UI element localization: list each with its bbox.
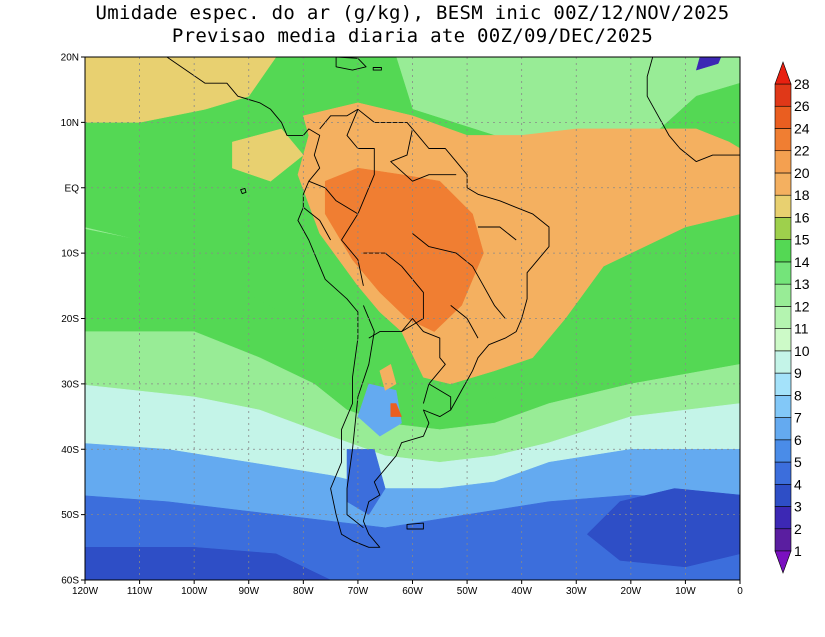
x-tick-label: 70W [348,586,369,597]
colorbar-label: 9 [794,365,802,381]
colorbar-label: 6 [794,432,802,448]
colorbar-swatch [774,194,792,218]
chart-title-line1: Umidade espec. do ar (g/kg), BESM inic 0… [95,2,730,24]
colorbar-label: 15 [794,232,810,248]
country-border-0 [341,109,375,286]
colorbar-label: 24 [794,120,810,136]
hispaniola-outline [335,57,367,71]
y-tick-label: 30S [61,379,79,390]
country-border-4 [363,252,424,339]
y-tick-label: 60S [61,576,79,587]
colorbar-label: 12 [794,298,810,314]
colorbar-swatch [774,83,792,107]
x-tick-label: 90W [238,586,259,597]
chart-title-line2: Previsao media diaria ate 00Z/09/DEC/202… [171,25,654,47]
colorbar-swatch [774,172,792,196]
humidity-field [85,57,740,580]
country-border-8 [346,331,375,529]
colorbar-swatch [774,306,792,329]
x-tick-label: 60W [402,586,423,597]
y-tick-label: 10N [61,118,79,129]
x-tick-label: 120W [72,586,99,597]
colorbar-swatch [774,506,792,530]
country-border-11 [478,226,517,241]
x-tick-label: 40W [511,586,532,597]
colorbar-label: 28 [794,76,810,92]
colorbar-label: 3 [794,499,802,515]
y-tick-label: EQ [65,183,80,194]
colorbar-swatch [774,217,792,240]
colorbar-label: 11 [794,321,809,337]
x-tick-label: 110W [127,586,153,597]
country-border-6 [401,318,446,404]
country-border-1 [390,128,457,182]
colorbar-swatch [774,483,792,507]
puerto-rico-outline [372,67,382,71]
colorbar-swatch [774,239,792,263]
falklands-outline [406,522,424,530]
field-region-12 [357,383,402,437]
coastlines-and-borders [166,57,740,548]
colorbar-swatch [774,328,792,352]
colorbar-swatch [774,105,792,129]
lat-lon-grid [85,57,740,580]
country-border-2 [308,180,359,215]
colorbar-label: 13 [794,276,810,292]
colorbar-swatch [774,439,792,463]
y-tick-label: 50S [61,510,79,521]
colorbar-arrow-low [774,550,792,574]
colorbar-label: 18 [794,187,810,203]
colorbar-label: 10 [794,343,810,359]
colorbar-swatch [774,128,792,152]
country-border-7 [428,383,452,410]
country-border-10 [450,305,479,339]
south-america-coastline [166,57,550,548]
colorbar-label: 22 [794,143,810,159]
y-tick-label: 20S [61,314,79,325]
colorbar-label: 7 [794,410,802,426]
colorbar-swatch [774,283,792,307]
colorbar-swatch [774,261,792,285]
colorbar-label: 16 [794,209,810,225]
galapagos-outline [240,187,247,195]
x-tick-label: 50W [457,586,478,597]
field-region-4 [324,167,484,332]
country-border-3 [303,207,331,241]
colorbar-swatch [774,461,792,485]
colorbar-label: 2 [794,521,802,537]
colorbar-label: 5 [794,454,802,470]
colorbar-swatch [774,372,792,396]
y-tick-label: 10S [61,249,79,260]
field-region-14 [390,403,402,417]
y-tick-label: 40S [61,445,79,456]
colorbar-label: 4 [794,476,802,492]
colorbar-label: 8 [794,387,802,403]
africa-coastline [646,57,740,163]
colorbar-swatch [774,528,792,552]
x-tick-label: 100W [181,586,208,597]
colorbar-swatch [774,150,792,174]
colorbar-label: 1 [794,543,802,559]
colorbar-swatch [774,395,792,418]
x-tick-label: 80W [293,586,314,597]
country-border-9 [412,233,506,319]
colorbar-label: 26 [794,98,810,114]
colorbar-swatch [774,350,792,374]
x-tick-label: 10W [675,586,696,597]
axis-ticks: 120W 110W 100W 90W 80W 70W 60W 50W 40W 30W 20W 10W 0… [61,53,744,598]
colorbar-swatch [774,417,792,441]
colorbar-arrow-high [774,61,792,85]
field-region-2 [232,128,304,182]
x-tick-label: 0 [737,586,743,597]
x-tick-label: 20W [621,586,642,597]
field-region-10 [85,547,331,580]
x-tick-label: 30W [566,586,587,597]
colorbar-label: 14 [794,254,810,270]
y-tick-label: 20N [61,53,79,64]
cuba-outline [313,57,332,58]
colorbar-label: 20 [794,165,810,181]
field-region-1 [85,57,277,123]
